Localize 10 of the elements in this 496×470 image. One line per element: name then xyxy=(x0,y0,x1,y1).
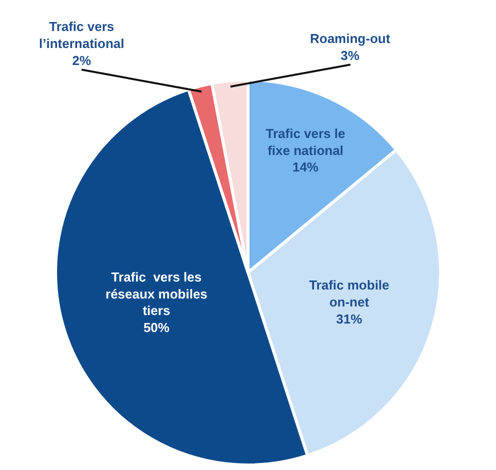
data-label: 50% xyxy=(143,320,170,336)
slice-label: Trafic vers les réseaux mobiles tiers xyxy=(106,269,208,318)
slice-label: Trafic mobile on-net xyxy=(309,277,390,310)
slice-label: Trafic vers le fixe national xyxy=(266,126,346,158)
data-label: 14% xyxy=(292,160,319,175)
data-label: 2% xyxy=(72,52,92,68)
data-label: 3% xyxy=(340,48,360,63)
slice-label: Trafic vers l’international xyxy=(39,19,124,51)
slice-label: Roaming-out xyxy=(310,31,391,46)
data-label: 31% xyxy=(336,311,363,326)
